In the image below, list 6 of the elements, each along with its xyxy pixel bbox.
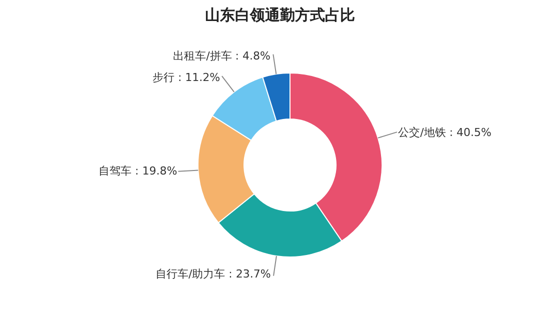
slice-label: 步行 : 11.2% [152, 71, 220, 84]
chart-title: 山东白领通勤方式占比 [204, 6, 356, 25]
slice-label: 自驾车 : 19.8% [98, 164, 178, 178]
slice-label: 公交/地铁 : 40.5% [398, 126, 492, 140]
slice-label: 出租车/拼车 : 4.8% [173, 50, 270, 63]
slice-label: 自行车/助力车 : 23.7% [155, 267, 271, 280]
